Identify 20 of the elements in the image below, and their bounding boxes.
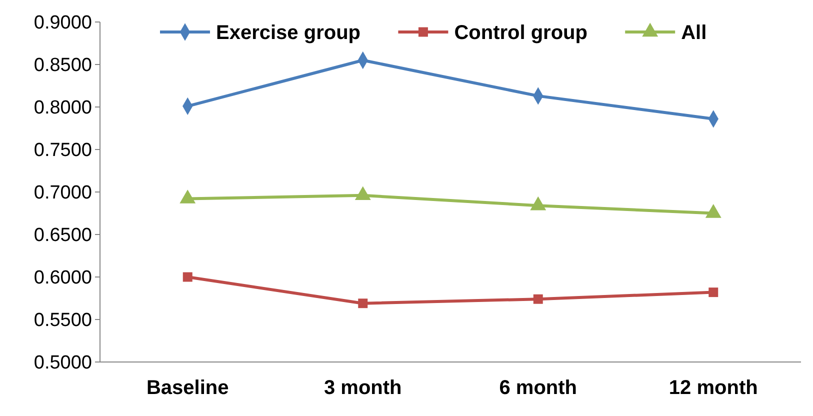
y-tick-label: 0.7500 [34,140,92,162]
y-tick-label: 0.8000 [34,98,92,119]
point [708,288,718,298]
x-tick-label: 6 month [499,377,578,399]
y-tick-label: 0.6000 [34,268,92,289]
legend-label: Control group [454,22,588,44]
y-tick-label: 0.6500 [34,225,92,246]
y-tick-label: 0.5000 [34,352,92,374]
x-tick-label: Baseline [146,377,229,399]
y-tick-label: 0.9000 [34,12,92,34]
x-tick-label: 12 month [668,377,758,399]
point [182,272,192,282]
x-tick-label: 3 month [324,377,402,399]
y-tick-label: 0.8500 [34,55,92,76]
y-tick-label: 0.7000 [34,182,92,204]
y-tick-label: 0.5500 [34,310,92,332]
legend-label: Exercise group [216,22,361,44]
legend-label: All [681,22,707,44]
point [533,294,543,304]
point [358,298,368,308]
